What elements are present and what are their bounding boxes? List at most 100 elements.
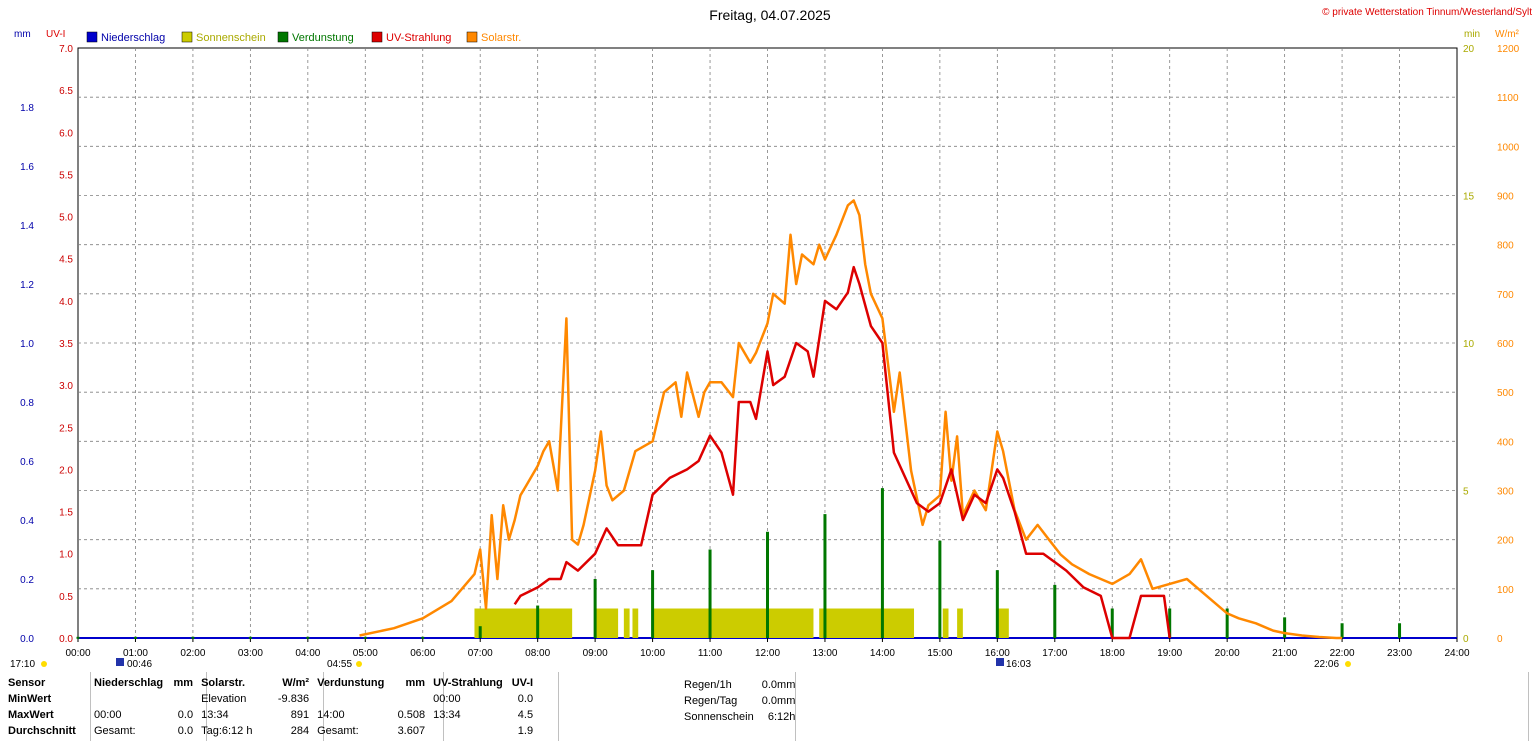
stats-header: Solarstr. [201, 677, 246, 689]
tick-label-uv: 6.0 [59, 128, 73, 139]
stats-cell: 4.5 [517, 709, 534, 721]
tick-label-mm: 0.4 [20, 516, 34, 527]
tick-label-x: 03:00 [238, 648, 263, 659]
stats-cell: 00:00 [433, 693, 461, 705]
tick-label-uv: 4.0 [59, 297, 73, 308]
legend-swatch [466, 31, 478, 43]
tick-label-wm2: 500 [1497, 388, 1514, 399]
tick-label-x: 19:00 [1157, 648, 1182, 659]
summary-label: Sonnenschein [684, 711, 754, 723]
evaporation-bar [1225, 608, 1229, 638]
tick-label-wm2: 1000 [1497, 142, 1520, 153]
evaporation-bar [421, 636, 425, 639]
tick-label-x: 18:00 [1100, 648, 1125, 659]
moonrise-icon [116, 658, 124, 666]
tick-label-uv: 7.0 [59, 44, 73, 55]
tick-label-mm: 0.6 [20, 457, 34, 468]
stats-row-label: MinWert [8, 693, 52, 705]
evaporation-bar [248, 636, 252, 639]
left-axis-unit-mm: mm [14, 29, 31, 40]
tick-label-mm: 0.2 [20, 575, 34, 586]
tick-label-x: 15:00 [927, 648, 952, 659]
stats-header: W/m² [282, 677, 310, 689]
legend-label: Verdunstung [292, 32, 354, 44]
table-row: Sonnenschein 6:12h [680, 709, 799, 725]
tick-label-mm: 1.2 [20, 280, 34, 291]
moonrise-time: 00:46 [127, 659, 152, 670]
tick-label-x: 05:00 [353, 648, 378, 659]
tick-label-uv: 1.0 [59, 550, 73, 561]
tick-label-min: 10 [1463, 339, 1475, 350]
evaporation-bar [478, 626, 482, 638]
stats-cell: 14:00 [317, 709, 345, 721]
stats-cell: 0.0 [177, 709, 194, 721]
tick-label-wm2: 900 [1497, 192, 1514, 203]
evaporation-bar [191, 636, 195, 639]
sunshine-bar [942, 608, 949, 638]
tick-label-wm2: 1100 [1497, 93, 1519, 104]
table-row: MaxWert 00:00 0.0 13:34 891 14:00 0.508 … [4, 707, 537, 723]
stats-cell: 284 [290, 725, 310, 737]
tick-label-x: 14:00 [870, 648, 895, 659]
stats-cell: Tag:6:12 h [201, 725, 253, 737]
legend-swatch [181, 31, 193, 43]
axis-labels: 0.0 0.2 0.4 0.6 0.8 1.0 1.2 1.4 1.6 1.8 0.0 0.5 1.0 1… [20, 44, 1520, 659]
tick-label-x: 06:00 [410, 648, 435, 659]
stats-header-row: Sensor Niederschlag mm Solarstr. W/m² Ve… [4, 675, 537, 691]
evaporation-bar [766, 531, 769, 638]
sunshine-bar [632, 608, 639, 638]
tick-label-x: 10:00 [640, 648, 665, 659]
evaporation-bar [1398, 623, 1402, 638]
evaporation-bar [306, 636, 310, 639]
sunshine-bar [474, 608, 573, 638]
sunshine-bar [595, 608, 619, 638]
tick-label-uv: 2.5 [59, 423, 73, 434]
tick-label-uv: 0.0 [59, 634, 73, 645]
legend: Niederschlag Sonnenschein Verdunstung UV-St… [86, 31, 521, 44]
evaporation-bar [651, 570, 655, 638]
tick-label-uv: 6.5 [59, 86, 73, 97]
stats-header: Sensor [8, 677, 46, 689]
left-axis-unit-uv: UV-I [46, 29, 65, 40]
summary-label: Regen/Tag [684, 695, 738, 707]
stats-cell: Elevation [201, 693, 247, 705]
tick-label-x: 24:00 [1444, 648, 1469, 659]
table-row: Durchschnitt Gesamt: 0.0 Tag:6:12 h 284 … [4, 723, 537, 739]
tick-label-x: 09:00 [583, 648, 608, 659]
stats-cell: 13:34 [433, 709, 461, 721]
summary-value: 0.0mm [761, 679, 796, 691]
stats-cell: Gesamt: [94, 725, 136, 737]
stats-cell [90, 691, 167, 707]
moon-time: 16:03 [1006, 659, 1031, 670]
evaporation-bar [938, 540, 942, 638]
table-row: Regen/Tag 0.0mm [680, 693, 799, 709]
sunset-time: 22:06 [1314, 659, 1339, 670]
tick-label-x: 21:00 [1272, 648, 1297, 659]
moon-icon [996, 658, 1004, 666]
stats-header: mm [173, 677, 194, 689]
legend-swatch [371, 31, 383, 43]
tick-label-x: 00:00 [65, 648, 90, 659]
moonset-time: 17:10 [10, 659, 35, 670]
tick-label-min: 0 [1463, 634, 1469, 645]
tick-label-min: 15 [1463, 192, 1475, 203]
tick-label-x: 07:00 [468, 648, 493, 659]
stats-cell: 891 [290, 709, 310, 721]
stats-row-label: Durchschnitt [8, 725, 76, 737]
stats-header: UV-Strahlung [433, 677, 503, 689]
tick-label-wm2: 700 [1497, 290, 1514, 301]
tick-label-wm2: 200 [1497, 536, 1514, 547]
tick-label-wm2: 600 [1497, 339, 1514, 350]
legend-label: UV-Strahlung [386, 32, 451, 44]
tick-label-mm: 1.8 [20, 103, 34, 114]
stats-cell: -9.836 [277, 693, 310, 705]
tick-label-uv: 0.5 [59, 592, 73, 603]
tick-label-min: 5 [1463, 487, 1469, 498]
stats-cell: 13:34 [201, 709, 229, 721]
sun-icon [41, 661, 47, 667]
tick-label-wm2: 100 [1497, 585, 1514, 596]
tick-label-mm: 1.6 [20, 162, 34, 173]
tick-label-x: 17:00 [1042, 648, 1067, 659]
tick-label-x: 22:00 [1330, 648, 1355, 659]
evaporation-bar [363, 636, 367, 639]
